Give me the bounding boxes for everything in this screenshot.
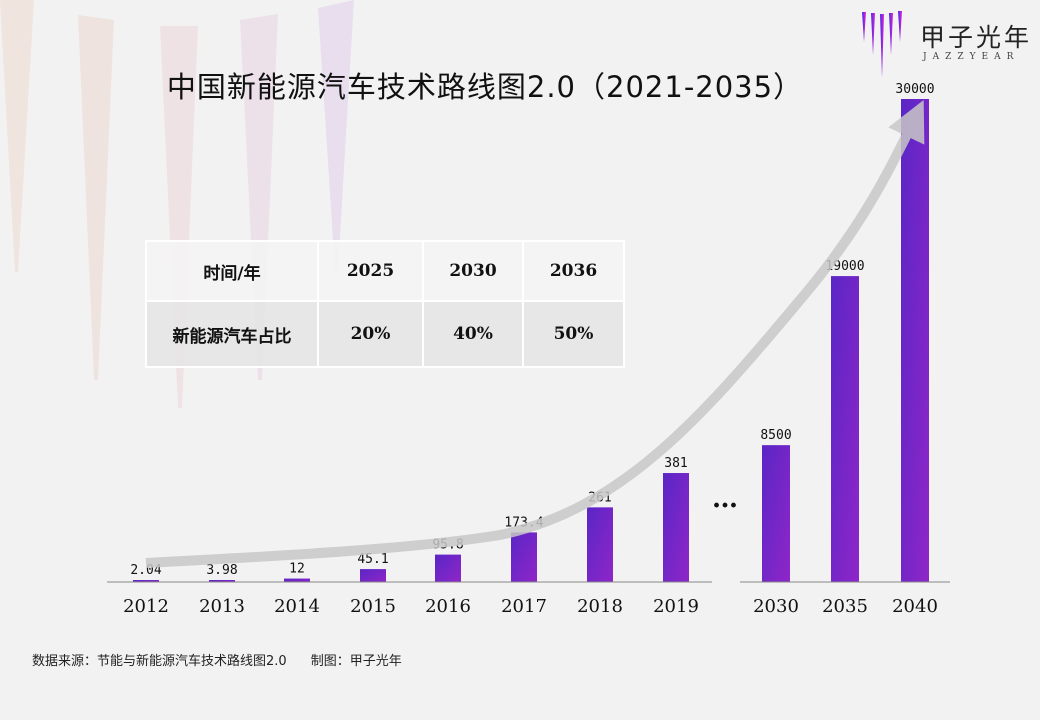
table-cell: 新能源汽车占比 xyxy=(145,300,319,368)
bar-2018 xyxy=(587,507,613,582)
table-cell: 时间/年 xyxy=(145,240,319,302)
logo-text: 甲子光年 xyxy=(920,23,1033,52)
bar-2016 xyxy=(435,554,461,582)
table-cell: 2025 xyxy=(317,240,424,302)
x-tick-label: 2017 xyxy=(501,596,547,617)
data-label: 45.1 xyxy=(357,552,388,567)
table-cell: 40% xyxy=(422,300,524,368)
table-cell: 2036 xyxy=(522,240,625,302)
bar-2012 xyxy=(133,580,159,582)
trend-arrow xyxy=(145,99,925,568)
logo-subtext: JAZZYEAR xyxy=(923,52,1020,62)
bar-2040 xyxy=(901,99,929,582)
data-label: 12 xyxy=(289,562,305,577)
x-tick-label: 2016 xyxy=(425,596,471,617)
bar-2019 xyxy=(663,473,689,582)
data-label: 381 xyxy=(664,456,687,471)
axis-break-marker: … xyxy=(712,484,738,514)
data-label: 30000 xyxy=(895,82,934,97)
bar-2035 xyxy=(831,276,859,582)
table-row: 新能源汽车占比 20% 40% 50% xyxy=(145,300,625,368)
table-cell: 20% xyxy=(317,300,424,368)
share-table: 时间/年 2025 2030 2036 新能源汽车占比 20% 40% 50% xyxy=(145,240,625,368)
x-tick-label: 2014 xyxy=(274,596,320,617)
bar-2014 xyxy=(284,578,310,582)
chart-title: 中国新能源汽车技术路线图2.0（2021-2035） xyxy=(166,70,804,104)
data-label: 3.98 xyxy=(206,563,237,578)
x-tick-label: 2018 xyxy=(577,596,623,617)
x-tick-label: 2012 xyxy=(123,596,169,617)
x-tick-label: 2013 xyxy=(199,596,245,617)
bar-2017 xyxy=(511,532,537,582)
table-header-row: 时间/年 2025 2030 2036 xyxy=(145,240,625,302)
x-tick-label: 2040 xyxy=(892,596,938,617)
jazzyear-logo-icon xyxy=(862,11,902,78)
bar-2015 xyxy=(360,569,386,582)
table-cell: 2030 xyxy=(422,240,524,302)
chart-maker: 制图：甲子光年 xyxy=(310,654,402,669)
x-tick-label: 2019 xyxy=(653,596,699,617)
x-tick-label: 2015 xyxy=(350,596,396,617)
decorative-spikes xyxy=(0,0,354,408)
x-tick-label: 2035 xyxy=(822,596,868,617)
bar-2013 xyxy=(209,580,235,582)
bar-2030 xyxy=(762,445,790,582)
data-source: 数据来源：节能与新能源汽车技术路线图2.0 xyxy=(32,654,287,669)
x-tick-label: 2030 xyxy=(753,596,799,617)
table-cell: 50% xyxy=(522,300,625,368)
source-note: 数据来源：节能与新能源汽车技术路线图2.0 制图：甲子光年 xyxy=(32,650,426,669)
data-label: 8500 xyxy=(760,428,791,443)
